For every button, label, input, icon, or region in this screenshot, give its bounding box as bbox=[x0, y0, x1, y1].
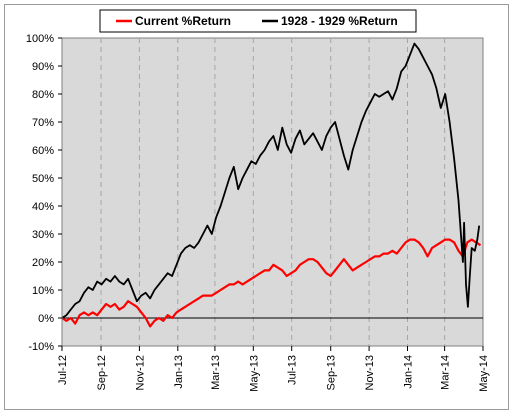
plot-area bbox=[61, 37, 484, 347]
y-tick-label: 60% bbox=[32, 145, 54, 157]
x-tick-label: Nov-13 bbox=[364, 355, 376, 390]
y-tick-label: 100% bbox=[26, 33, 54, 45]
series-layer bbox=[61, 42, 482, 328]
legend: Current %Return 1928 - 1929 %Return bbox=[99, 9, 417, 33]
x-tick-label: Sep-13 bbox=[326, 355, 338, 390]
legend-box bbox=[99, 9, 417, 33]
x-tick-label: Jan-14 bbox=[402, 355, 414, 389]
y-tick-label: 80% bbox=[32, 89, 54, 101]
y-tick-label: -10% bbox=[28, 341, 54, 353]
x-tick-label: Jan-13 bbox=[173, 355, 185, 389]
x-tick-label: Mar-14 bbox=[440, 355, 452, 390]
x-tick-label: Sep-12 bbox=[96, 355, 108, 390]
x-tick-label: May-13 bbox=[248, 355, 260, 392]
x-tick-label: Nov-12 bbox=[134, 355, 146, 390]
x-tick-label: Jul-13 bbox=[287, 355, 299, 385]
legend-label-current: Current %Return bbox=[135, 14, 231, 28]
legend-label-1928: 1928 - 1929 %Return bbox=[281, 14, 398, 28]
grid-lines bbox=[100, 38, 446, 346]
y-tick-label: 20% bbox=[32, 257, 54, 269]
y-tick-label: 30% bbox=[32, 229, 54, 241]
y-tick-label: 0% bbox=[38, 313, 54, 325]
y-axis: -10% 0% 10% 20% 30% 40% 50% 60% 70% 80% 90% 100% bbox=[26, 33, 63, 353]
series-line-current-return bbox=[61, 238, 482, 328]
y-tick-label: 10% bbox=[32, 285, 54, 297]
x-axis: Jul-12 Sep-12 Nov-12 Jan-13 Mar-13 May-13 Jul-… bbox=[57, 346, 490, 392]
x-tick-label: Jul-12 bbox=[57, 355, 69, 385]
y-tick-label: 40% bbox=[32, 201, 54, 213]
x-tick-label: Mar-13 bbox=[210, 355, 222, 390]
y-tick-label: 50% bbox=[32, 173, 54, 185]
x-tick-label: May-14 bbox=[478, 355, 490, 392]
series-line-1928-1929-return bbox=[61, 42, 481, 319]
y-tick-label: 70% bbox=[32, 117, 54, 129]
y-tick-label: 90% bbox=[32, 61, 54, 73]
